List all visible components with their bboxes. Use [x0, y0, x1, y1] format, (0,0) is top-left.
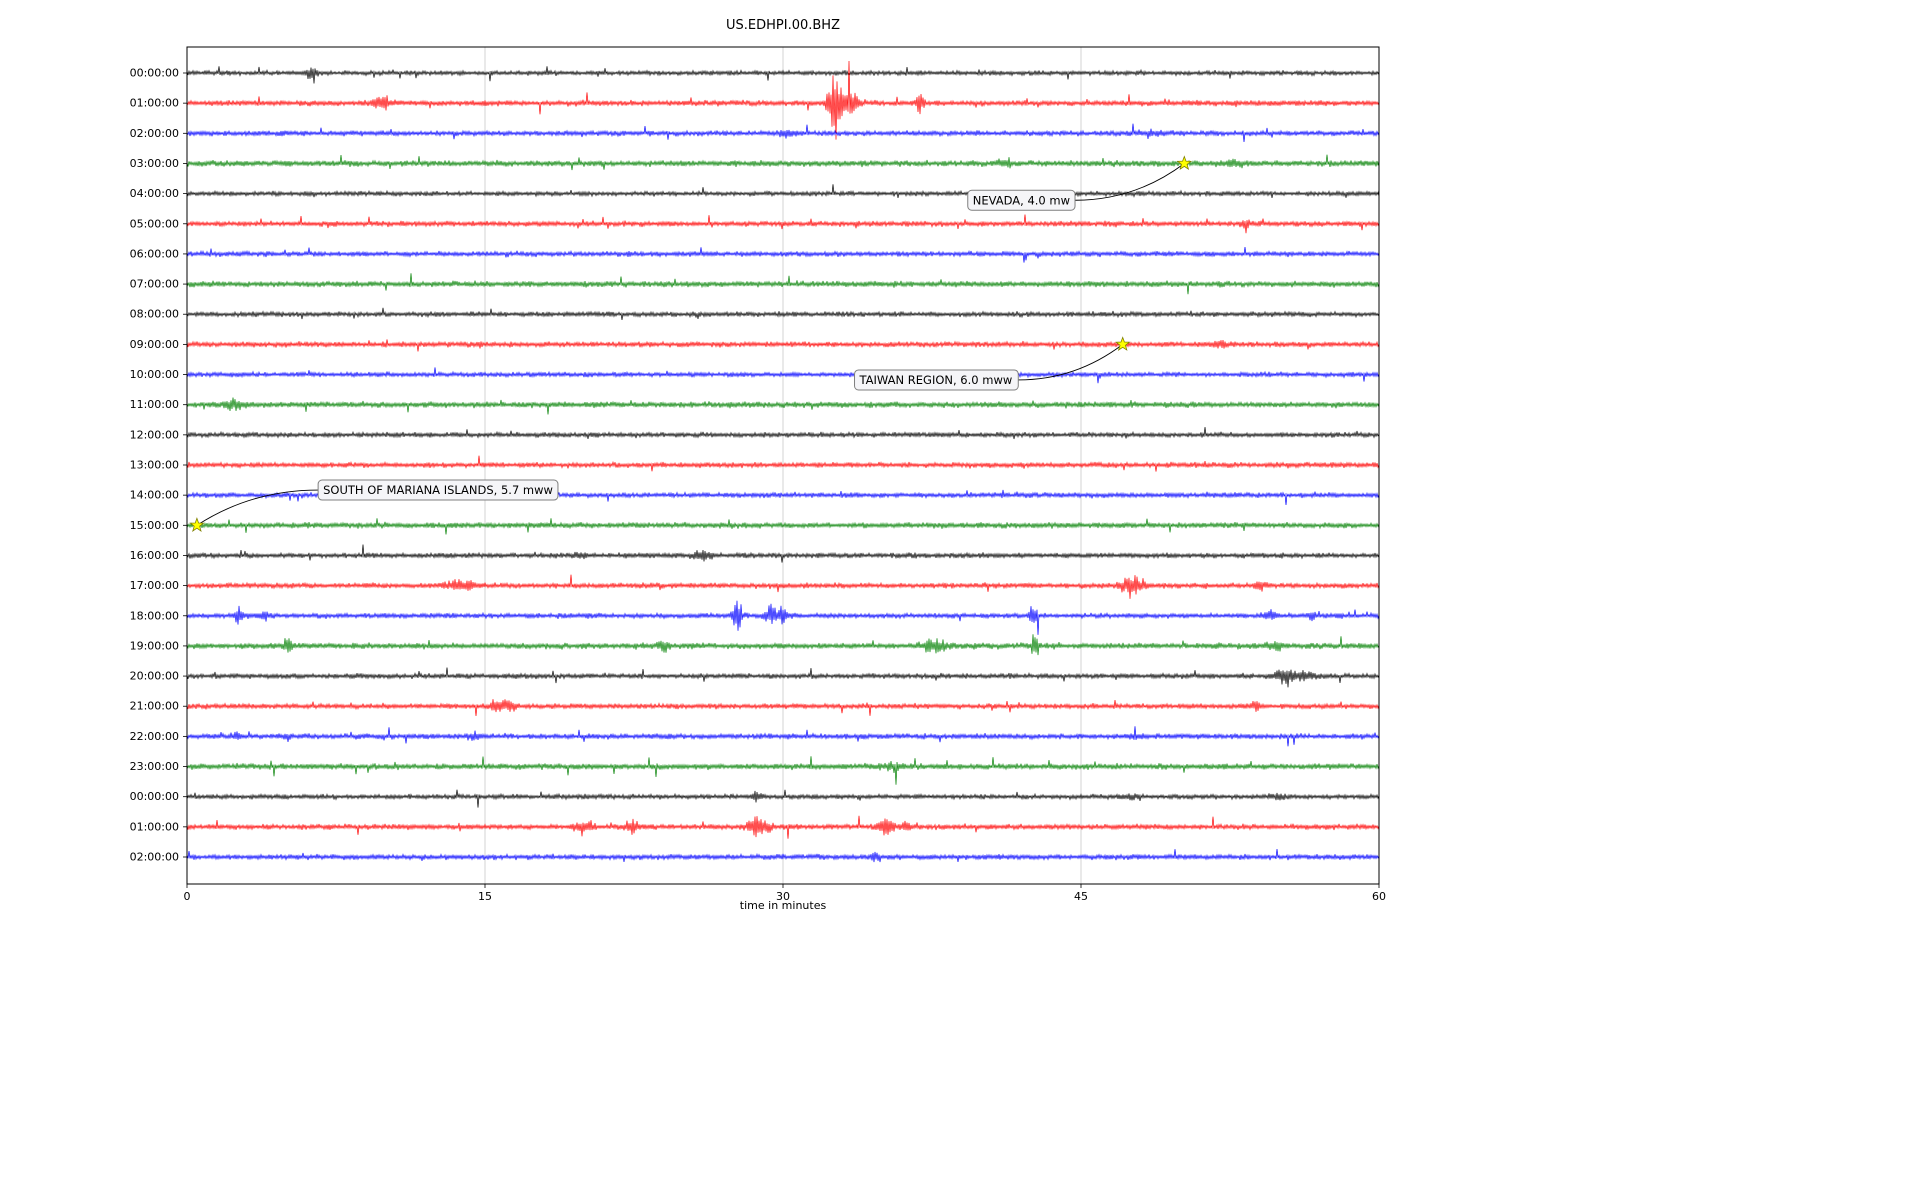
y-tick-label: 09:00:00 [130, 338, 179, 351]
trace-row-26-02:00:00 [186, 848, 1380, 863]
trace-row-15-15:00:00 [186, 518, 1380, 535]
trace-row-6-06:00:00 [186, 247, 1380, 263]
y-tick-label: 12:00:00 [130, 428, 179, 441]
x-tick-label: 15 [478, 890, 492, 903]
y-tick-label: 22:00:00 [130, 730, 179, 743]
x-tick-label: 0 [184, 890, 191, 903]
trace-row-18-18:00:00 [186, 600, 1380, 635]
event-label-box [317, 479, 559, 501]
x-axis-label: time in minutes [740, 899, 827, 912]
y-tick-label: 02:00:00 [130, 850, 179, 863]
event-star-icon [189, 517, 205, 532]
trace-row-13-13:00:00 [186, 455, 1380, 472]
trace-row-1-01:00:00 [186, 60, 1380, 140]
trace-row-4-04:00:00 [186, 184, 1380, 199]
event-label: NEVADA, 4.0 mw [973, 193, 1070, 207]
event-label: SOUTH OF MARIANA ISLANDS, 5.7 mww [323, 483, 553, 497]
event-star-icon [1115, 336, 1131, 351]
trace-row-23-23:00:00 [186, 756, 1380, 785]
trace-row-10-10:00:00 [186, 367, 1380, 384]
y-tick-label: 07:00:00 [130, 278, 179, 291]
y-tick-label: 17:00:00 [130, 579, 179, 592]
y-tick-label: 13:00:00 [130, 458, 179, 471]
event-annotation-1: TAIWAN REGION, 6.0 mww [854, 336, 1131, 391]
y-tick-label: 18:00:00 [130, 609, 179, 622]
y-tick-label: 20:00:00 [130, 670, 179, 683]
trace-row-25-01:00:00 [186, 815, 1380, 839]
y-tick-label: 15:00:00 [130, 519, 179, 532]
y-tick-label: 21:00:00 [130, 700, 179, 713]
trace-row-5-05:00:00 [186, 214, 1380, 234]
y-tick-label: 14:00:00 [130, 489, 179, 502]
trace-row-17-17:00:00 [186, 574, 1380, 599]
x-tick-label: 60 [1372, 890, 1386, 903]
event-label-box [854, 369, 1019, 391]
y-tick-label: 01:00:00 [130, 97, 179, 110]
x-tick-label: 30 [776, 890, 790, 903]
trace-row-19-19:00:00 [186, 634, 1380, 656]
y-tick-label: 05:00:00 [130, 217, 179, 230]
trace-row-12-12:00:00 [186, 427, 1380, 440]
event-annotation-0: NEVADA, 4.0 mw [967, 155, 1193, 211]
y-tick-label: 23:00:00 [130, 760, 179, 773]
y-tick-label: 03:00:00 [130, 157, 179, 170]
trace-row-7-07:00:00 [186, 273, 1380, 295]
event-connector [1075, 163, 1185, 201]
event-annotation-2: SOUTH OF MARIANA ISLANDS, 5.7 mww [189, 479, 559, 532]
plot-content: 00:00:00 01:00:00 02:00:00 03:00:00 04:00:00… [130, 46, 1386, 903]
y-tick-label: 00:00:00 [130, 67, 179, 80]
y-tick-label: 10:00:00 [130, 368, 179, 381]
event-label: TAIWAN REGION, 6.0 mww [859, 373, 1013, 387]
trace-row-22-22:00:00 [186, 726, 1380, 747]
event-label-box [967, 189, 1076, 211]
trace-row-11-11:00:00 [186, 397, 1380, 415]
trace-row-2-02:00:00 [186, 123, 1380, 143]
trace-row-24-00:00:00 [186, 789, 1380, 808]
y-tick-label: 00:00:00 [130, 790, 179, 803]
y-tick-label: 16:00:00 [130, 549, 179, 562]
y-tick-label: 02:00:00 [130, 127, 179, 140]
trace-row-16-16:00:00 [186, 544, 1380, 563]
y-tick-label: 19:00:00 [130, 639, 179, 652]
trace-row-9-09:00:00 [186, 339, 1380, 352]
chart-title: US.EDHPI.00.BHZ [726, 18, 840, 33]
y-tick-label: 06:00:00 [130, 247, 179, 260]
event-star-icon [1176, 155, 1193, 171]
trace-row-0-00:00:00 [186, 66, 1380, 84]
y-tick-label: 01:00:00 [130, 820, 179, 833]
x-tick-label: 45 [1074, 890, 1088, 903]
event-connector [196, 489, 319, 526]
trace-row-20-20:00:00 [186, 667, 1380, 688]
trace-row-8-08:00:00 [186, 307, 1380, 321]
y-tick-label: 11:00:00 [130, 398, 179, 411]
y-tick-label: 04:00:00 [130, 187, 179, 200]
event-connector [1018, 344, 1123, 381]
trace-row-21-21:00:00 [186, 699, 1380, 717]
y-tick-label: 08:00:00 [130, 308, 179, 321]
